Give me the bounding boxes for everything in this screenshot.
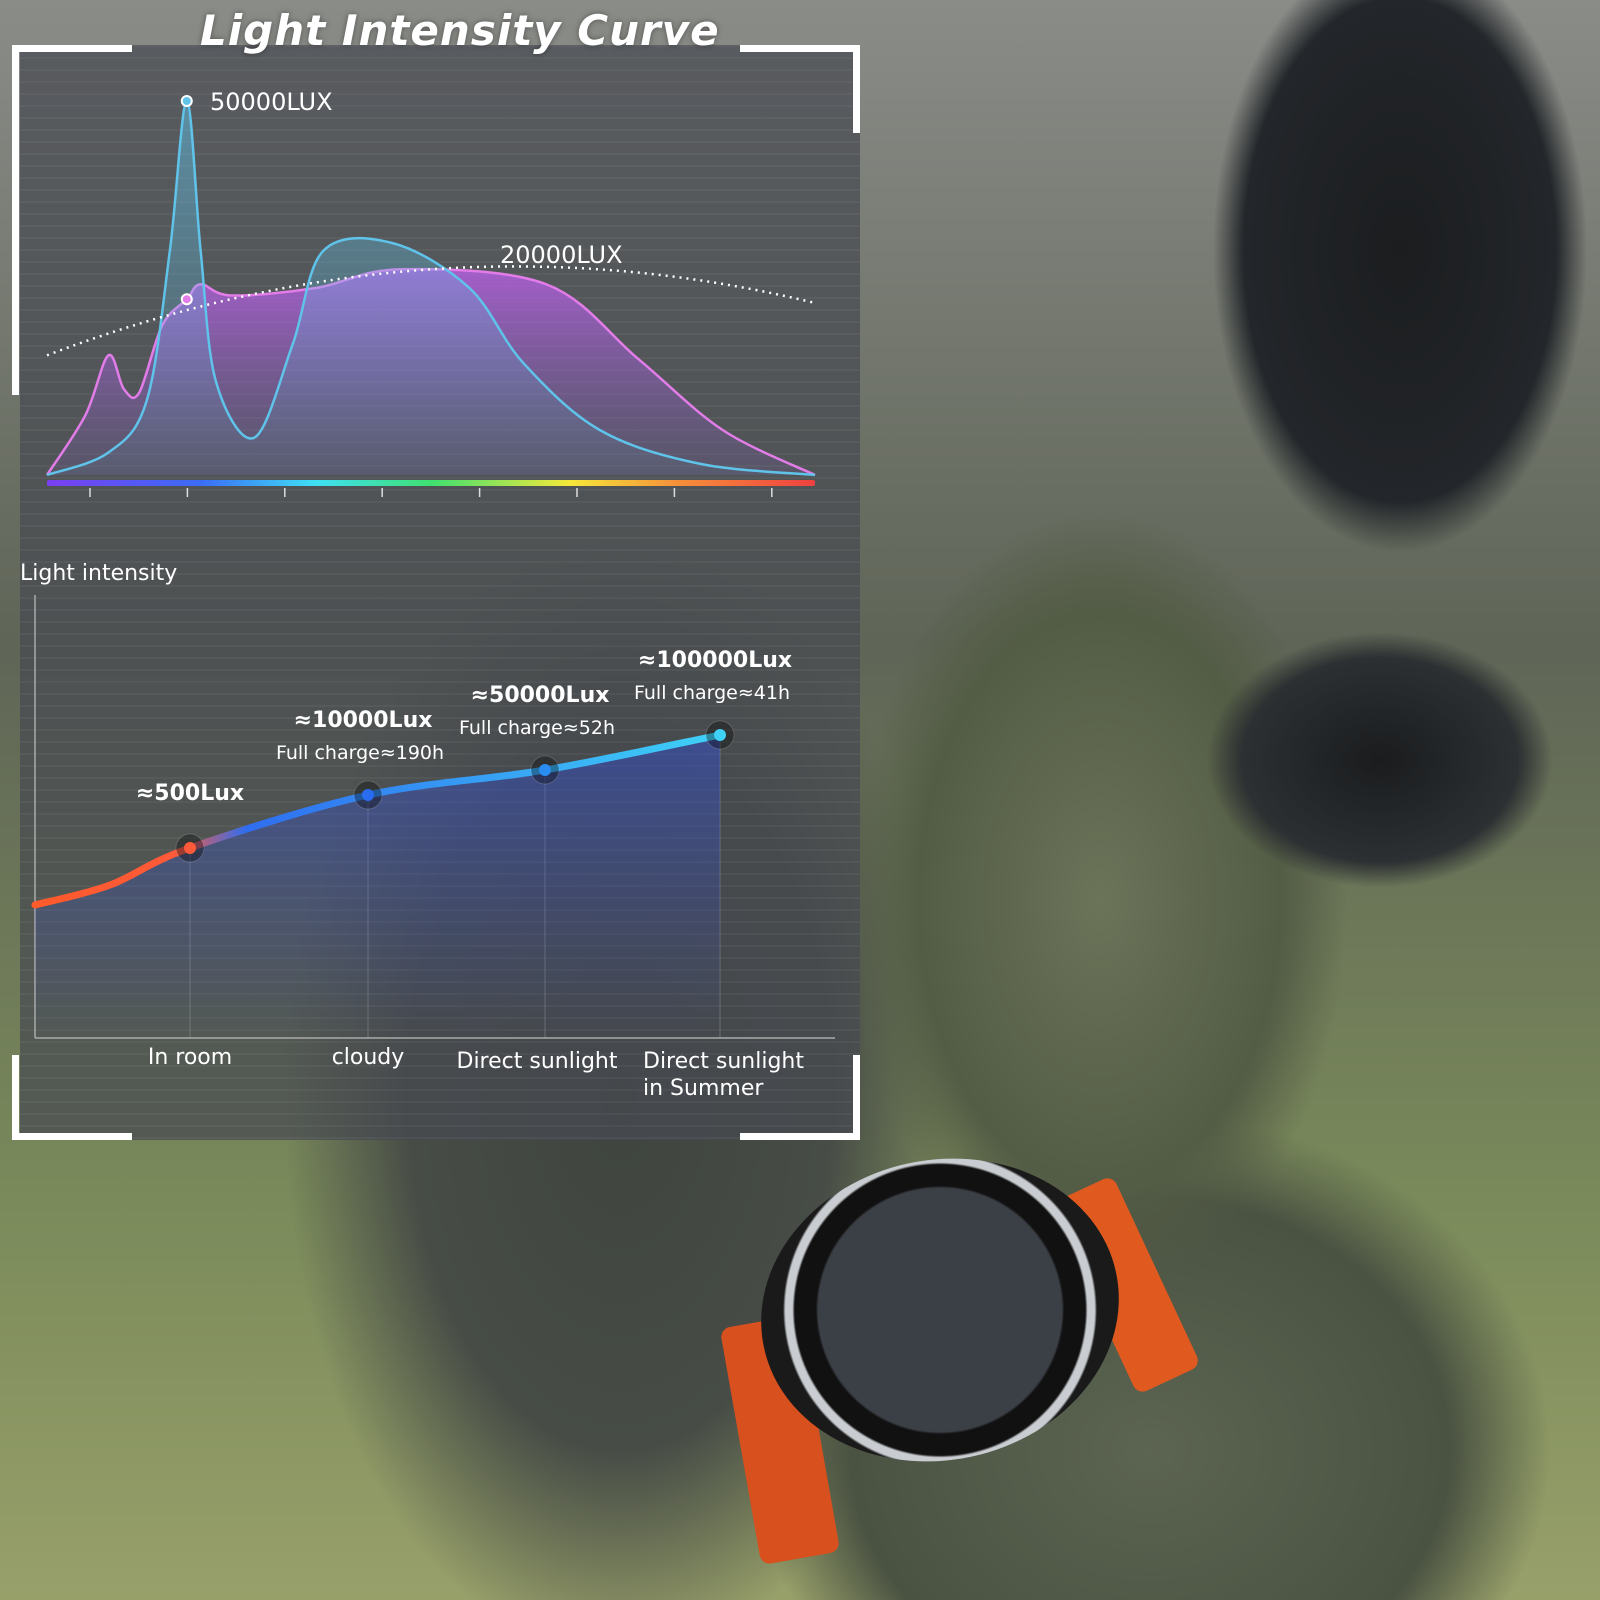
intensity-line [31,731,724,909]
annotation-label: 20000LUX [500,241,623,269]
data-point [362,789,374,801]
y-axis-label: Light intensity [20,561,177,586]
frame-corner [740,45,860,133]
charge-label: Full charge≈41h [634,682,790,704]
frame-corner [12,45,132,395]
charge-label: Full charge≈190h [276,742,444,764]
series-line-1 [45,267,816,477]
peak-marker-pink [180,293,193,306]
data-point [184,842,196,854]
annotation-label: 50000LUX [210,88,333,116]
data-point [539,764,551,776]
chart-title: Light Intensity Curve [200,6,720,55]
spectrum-axis-bar [47,480,815,486]
frame-corner [740,1055,860,1140]
category-label: Direct sunlight [643,1049,804,1074]
category-label: cloudy [332,1045,405,1070]
value-label: ≈100000Lux [638,648,792,673]
line-area-fill [35,735,720,1038]
value-label: ≈50000Lux [471,683,610,708]
category-label: In room [148,1045,232,1070]
value-label: ≈500Lux [136,781,244,806]
series-line-0 [46,99,816,477]
value-label: ≈10000Lux [294,708,433,733]
category-label: Direct sunlight [457,1049,618,1074]
frame-corner [12,1055,132,1140]
category-label: in Summer [643,1076,764,1101]
charge-label: Full charge≈52h [459,717,615,739]
peak-marker-blue [180,95,193,107]
data-point [714,729,726,741]
series-area-0 [47,101,815,475]
